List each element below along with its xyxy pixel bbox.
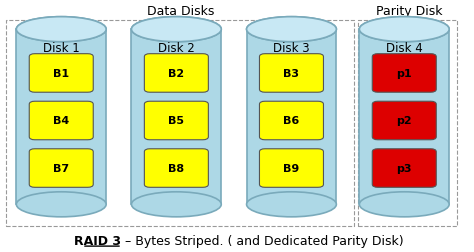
- Ellipse shape: [359, 18, 449, 43]
- Text: B2: B2: [168, 69, 184, 79]
- Text: p1: p1: [396, 69, 412, 79]
- Text: B4: B4: [53, 116, 69, 126]
- Bar: [131, 30, 221, 205]
- Bar: [359, 30, 449, 205]
- Ellipse shape: [17, 18, 106, 43]
- Ellipse shape: [17, 192, 106, 217]
- FancyBboxPatch shape: [372, 149, 436, 187]
- FancyBboxPatch shape: [29, 102, 93, 140]
- Text: RAID 3: RAID 3: [74, 234, 121, 247]
- FancyBboxPatch shape: [372, 102, 436, 140]
- FancyBboxPatch shape: [145, 149, 209, 187]
- Ellipse shape: [246, 18, 337, 43]
- Text: B8: B8: [168, 163, 184, 173]
- Ellipse shape: [131, 18, 221, 43]
- Text: p2: p2: [396, 116, 412, 126]
- Ellipse shape: [246, 18, 337, 43]
- FancyBboxPatch shape: [372, 54, 436, 93]
- Bar: [17, 30, 106, 205]
- Bar: [358, 21, 457, 226]
- Ellipse shape: [359, 192, 449, 217]
- Ellipse shape: [246, 192, 337, 217]
- FancyBboxPatch shape: [259, 149, 323, 187]
- FancyBboxPatch shape: [259, 54, 323, 93]
- Text: Disk 3: Disk 3: [273, 42, 310, 55]
- Text: B7: B7: [53, 163, 69, 173]
- Text: Parity Disk: Parity Disk: [375, 5, 442, 18]
- Bar: [246, 30, 337, 205]
- Text: B6: B6: [283, 116, 300, 126]
- FancyBboxPatch shape: [29, 149, 93, 187]
- Text: Data Disks: Data Disks: [147, 5, 215, 18]
- Text: p3: p3: [397, 163, 412, 173]
- FancyBboxPatch shape: [259, 102, 323, 140]
- Text: Disk 4: Disk 4: [386, 42, 423, 55]
- Ellipse shape: [131, 192, 221, 217]
- Text: B3: B3: [283, 69, 300, 79]
- FancyBboxPatch shape: [29, 54, 93, 93]
- Bar: [6, 21, 354, 226]
- Text: B5: B5: [168, 116, 184, 126]
- FancyBboxPatch shape: [145, 54, 209, 93]
- Ellipse shape: [17, 18, 106, 43]
- Text: B9: B9: [283, 163, 300, 173]
- Text: B1: B1: [53, 69, 69, 79]
- Ellipse shape: [359, 18, 449, 43]
- Text: Disk 1: Disk 1: [43, 42, 80, 55]
- FancyBboxPatch shape: [145, 102, 209, 140]
- Text: – Bytes Striped. ( and Dedicated Parity Disk): – Bytes Striped. ( and Dedicated Parity …: [121, 234, 404, 247]
- Text: Disk 2: Disk 2: [158, 42, 195, 55]
- Ellipse shape: [131, 18, 221, 43]
